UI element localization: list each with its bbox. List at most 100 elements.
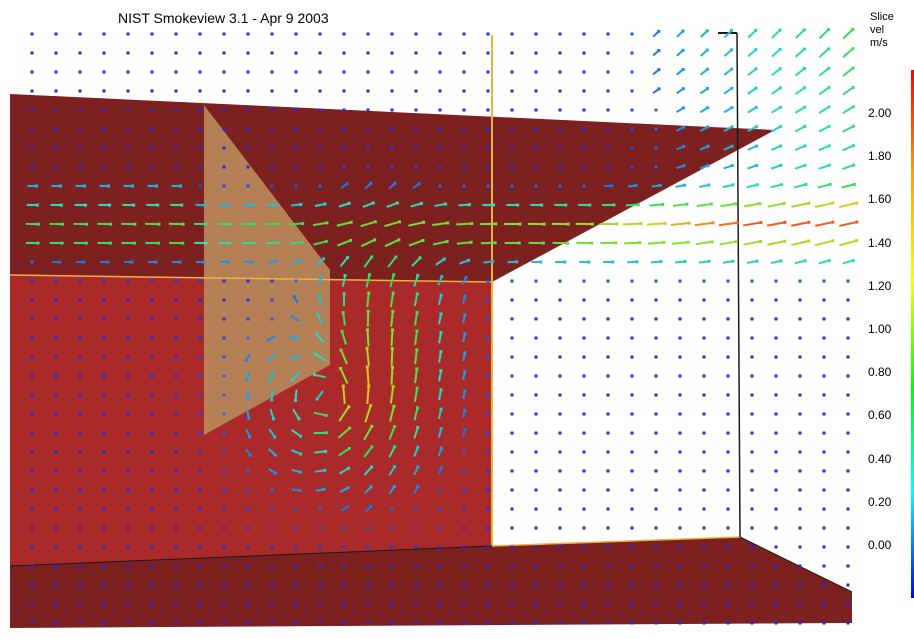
velocity-vector xyxy=(750,469,754,473)
colorbar-tick-label: 1.00 xyxy=(868,322,892,336)
colorbar-tick-label: 1.20 xyxy=(868,278,892,293)
velocity-vector xyxy=(246,298,250,302)
velocity-vector xyxy=(726,393,730,397)
velocity-vector xyxy=(846,488,850,492)
velocity-vector xyxy=(78,450,82,454)
velocity-vector xyxy=(246,507,250,511)
velocity-vector xyxy=(246,583,250,587)
velocity-vector xyxy=(30,355,34,359)
velocity-vector xyxy=(582,374,586,378)
velocity-vector xyxy=(54,602,58,606)
velocity-vector xyxy=(718,221,738,227)
velocity-vector xyxy=(174,108,178,112)
velocity-vector xyxy=(270,488,274,492)
velocity-vector xyxy=(606,602,610,606)
velocity-vector-head xyxy=(347,201,351,205)
velocity-vector-head xyxy=(416,274,420,278)
velocity-vector xyxy=(630,108,634,112)
velocity-vector xyxy=(432,221,448,227)
velocity-vector xyxy=(558,583,562,587)
velocity-vector xyxy=(486,108,490,112)
velocity-vector xyxy=(198,431,202,435)
velocity-vector xyxy=(846,279,850,283)
velocity-vector xyxy=(793,183,807,189)
velocity-vector xyxy=(702,545,706,549)
velocity-vector xyxy=(198,469,202,473)
velocity-vector xyxy=(318,564,322,568)
velocity-vector xyxy=(456,241,472,245)
velocity-vector xyxy=(438,370,442,382)
velocity-vector xyxy=(822,279,826,283)
velocity-vector xyxy=(678,355,682,359)
velocity-vector xyxy=(30,298,34,302)
velocity-vector xyxy=(750,412,754,416)
velocity-vector-head xyxy=(590,241,594,245)
velocity-vector xyxy=(270,317,274,321)
velocity-vector xyxy=(54,70,58,74)
velocity-vector xyxy=(126,564,130,568)
velocity-vector xyxy=(722,183,734,189)
velocity-vector-head xyxy=(369,485,373,489)
velocity-vector-head xyxy=(636,203,640,207)
velocity-vector xyxy=(822,583,826,587)
velocity-vector xyxy=(270,279,274,283)
velocity-vector xyxy=(414,545,418,549)
velocity-vector xyxy=(318,545,322,549)
velocity-vector xyxy=(486,184,490,188)
velocity-vector xyxy=(150,431,154,435)
velocity-vector xyxy=(486,393,490,397)
velocity-vector xyxy=(726,450,730,454)
velocity-vector xyxy=(818,259,830,265)
velocity-vector xyxy=(174,393,178,397)
velocity-vector xyxy=(558,355,562,359)
velocity-vector xyxy=(678,621,682,625)
velocity-vector xyxy=(726,488,730,492)
velocity-vector xyxy=(102,526,106,530)
velocity-vector xyxy=(102,279,106,283)
velocity-vector xyxy=(222,165,226,169)
velocity-vector-head xyxy=(682,125,686,129)
velocity-vector-head xyxy=(783,239,787,243)
velocity-vector xyxy=(486,545,490,549)
velocity-vector xyxy=(486,317,490,321)
velocity-vector xyxy=(438,602,442,606)
velocity-vector xyxy=(846,336,850,340)
velocity-vector xyxy=(174,89,178,93)
velocity-vector-head xyxy=(58,260,62,264)
velocity-vector xyxy=(654,621,658,625)
velocity-vector xyxy=(486,431,490,435)
velocity-vector xyxy=(726,431,730,435)
velocity-vector-head xyxy=(731,259,735,263)
velocity-vector xyxy=(54,469,58,473)
velocity-vector xyxy=(174,70,178,74)
velocity-vector xyxy=(150,355,154,359)
velocity-vector xyxy=(630,469,634,473)
velocity-vector xyxy=(102,583,106,587)
velocity-vector xyxy=(294,621,298,625)
velocity-vector xyxy=(438,583,442,587)
velocity-vector xyxy=(696,202,712,208)
velocity-vector-head xyxy=(292,295,296,299)
velocity-vector xyxy=(342,312,346,326)
velocity-vector xyxy=(750,507,754,511)
velocity-vector-head xyxy=(370,424,374,428)
velocity-vector xyxy=(510,469,514,473)
velocity-vector xyxy=(291,354,301,360)
velocity-vector xyxy=(270,526,274,530)
velocity-vector xyxy=(818,67,830,77)
velocity-vector xyxy=(126,108,130,112)
velocity-vector xyxy=(102,89,106,93)
velocity-vector xyxy=(462,127,466,131)
velocity-vector xyxy=(174,146,178,150)
velocity-vector xyxy=(246,317,250,321)
velocity-vector xyxy=(78,298,82,302)
velocity-vector xyxy=(510,184,514,188)
velocity-vector xyxy=(842,125,854,133)
velocity-vector xyxy=(174,469,178,473)
velocity-vector xyxy=(743,202,761,208)
velocity-vector xyxy=(54,526,58,530)
velocity-vector xyxy=(438,89,442,93)
velocity-vector xyxy=(414,51,418,55)
velocity-vector xyxy=(102,450,106,454)
